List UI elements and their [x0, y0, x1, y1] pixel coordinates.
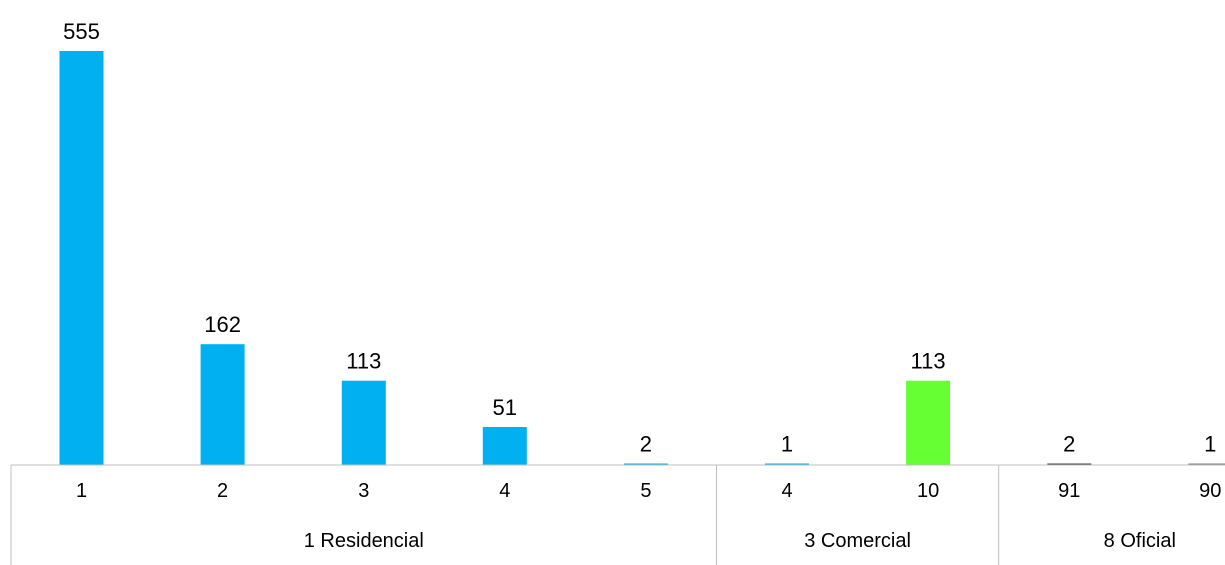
group-label: 3 Comercial [804, 530, 911, 552]
bar [906, 380, 951, 465]
data-label: 51 [493, 395, 517, 420]
bar [765, 463, 809, 465]
data-label: 555 [63, 19, 100, 44]
bar [1047, 463, 1092, 465]
data-label: 2 [1063, 432, 1075, 457]
x-tick-label: 4 [781, 480, 792, 502]
group-label: 1 Residencial [304, 530, 424, 552]
data-label: 1 [781, 432, 793, 457]
bar [623, 463, 668, 465]
x-tick-label: 4 [499, 480, 510, 502]
bar [1188, 463, 1225, 465]
data-label: 162 [204, 312, 241, 337]
group-label: 8 Oficial [1104, 530, 1176, 552]
bar [200, 344, 245, 465]
x-tick-label: 3 [358, 480, 369, 502]
x-tick-label: 10 [917, 480, 939, 502]
bar [482, 427, 527, 465]
x-tick-label: 2 [217, 480, 228, 502]
x-tick-label: 91 [1058, 480, 1080, 502]
x-tick-label: 90 [1199, 480, 1221, 502]
bar [59, 51, 104, 465]
data-label: 113 [911, 349, 946, 374]
x-tick-label: 1 [76, 480, 87, 502]
data-label: 113 [346, 349, 381, 374]
data-label: 1 [1204, 432, 1216, 457]
bar [341, 380, 386, 465]
x-tick-label: 5 [640, 480, 651, 502]
data-label: 2 [640, 432, 652, 457]
